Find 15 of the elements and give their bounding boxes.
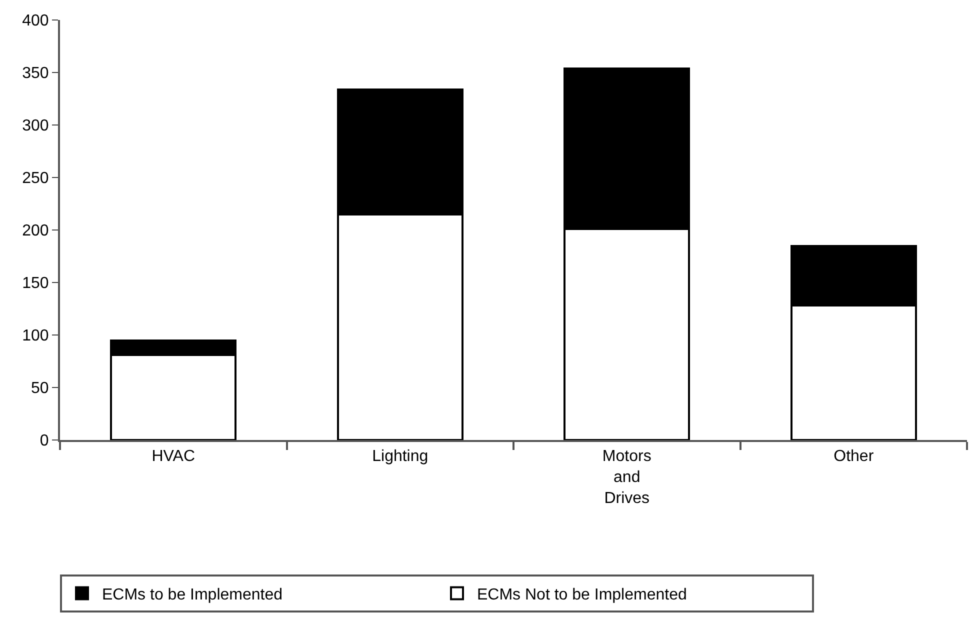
y-tick-label: 350 [22, 65, 49, 82]
y-tick-label: 50 [31, 380, 49, 398]
legend-label: ECMs Not to be Implemented [477, 586, 687, 604]
x-tick-label: Motors and Drives [602, 448, 652, 507]
y-tick-label: 300 [22, 118, 49, 135]
y-tick-label: 100 [22, 328, 49, 345]
x-tick-label: HVAC [152, 448, 196, 466]
y-tick-label: 400 [22, 12, 49, 30]
y-tick-label: 0 [40, 432, 49, 450]
x-tick-label: Other [834, 448, 874, 466]
y-tick-label: 250 [22, 170, 49, 188]
legend-label: ECMs to be Implemented [102, 586, 283, 604]
y-tick-label: 150 [22, 275, 49, 292]
y-tick-label: 200 [22, 222, 49, 240]
x-tick-label: Lighting [372, 448, 428, 466]
